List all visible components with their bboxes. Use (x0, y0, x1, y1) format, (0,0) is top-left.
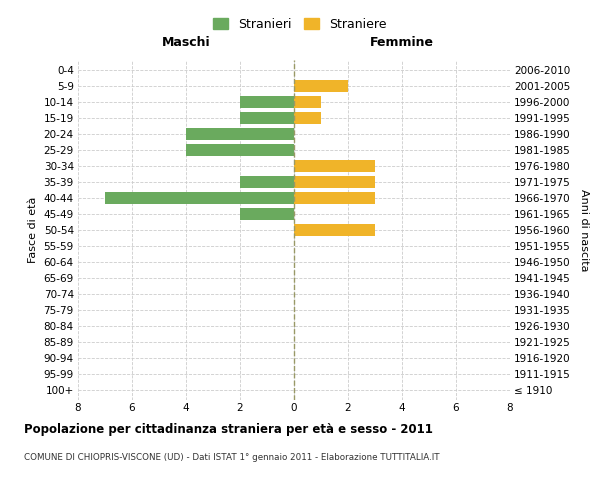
Text: Femmine: Femmine (370, 36, 434, 49)
Bar (105, 192, 294, 204)
Legend: Stranieri, Straniere: Stranieri, Straniere (209, 14, 391, 34)
Bar (294, 112, 321, 124)
Y-axis label: Anni di nascita: Anni di nascita (579, 188, 589, 271)
Text: COMUNE DI CHIOPRIS-VISCONE (UD) - Dati ISTAT 1° gennaio 2011 - Elaborazione TUTT: COMUNE DI CHIOPRIS-VISCONE (UD) - Dati I… (24, 452, 440, 462)
Bar (294, 224, 375, 236)
Bar (186, 144, 294, 156)
Bar (240, 96, 294, 108)
Bar (240, 112, 294, 124)
Bar (294, 96, 321, 108)
Bar (294, 176, 375, 188)
Text: Popolazione per cittadinanza straniera per età e sesso - 2011: Popolazione per cittadinanza straniera p… (24, 422, 433, 436)
Bar (240, 208, 294, 220)
Bar (294, 192, 375, 204)
Y-axis label: Fasce di età: Fasce di età (28, 197, 38, 263)
Bar (294, 160, 375, 172)
Bar (294, 80, 348, 92)
Bar (186, 128, 294, 140)
Bar (240, 176, 294, 188)
Text: Maschi: Maschi (161, 36, 211, 49)
